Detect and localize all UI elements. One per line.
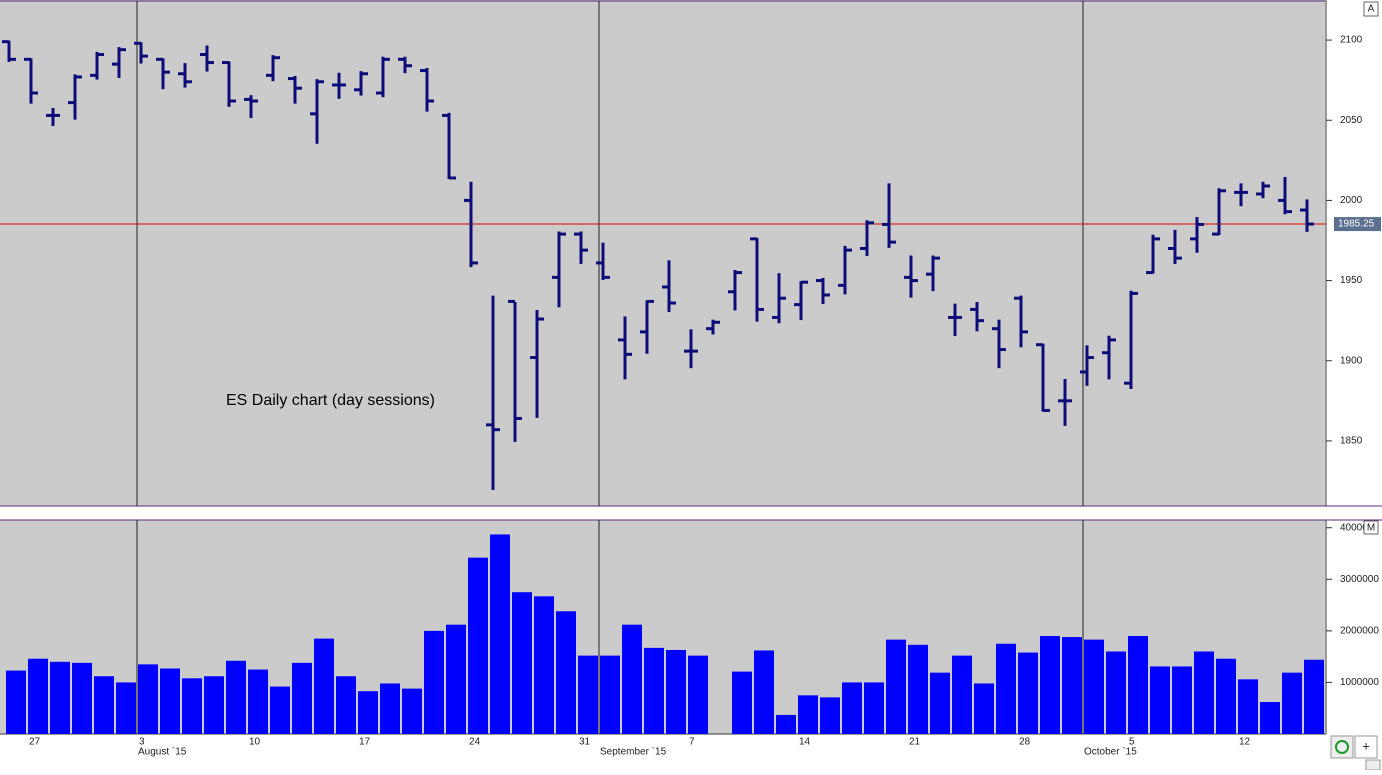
volume-bar [248,669,268,734]
volume-bar [490,534,510,734]
volume-bar [336,676,356,734]
volume-bar [622,624,642,734]
y-tick-label: 2050 [1340,115,1363,126]
refresh-icon [1335,740,1349,754]
volume-bar [820,697,840,734]
volume-bar [28,658,48,734]
volume-bar [666,649,686,734]
volume-bar [688,655,708,734]
volume-bar [1238,679,1258,734]
panel-button-icon: A [1368,4,1375,15]
volume-bar [776,714,796,734]
y-tick-label: 2100 [1340,35,1363,46]
volume-bar [1194,651,1214,734]
volume-bar [468,557,488,734]
volume-bar [1018,652,1038,734]
x-tick-label: 14 [799,737,811,748]
volume-bar [292,662,312,734]
x-tick-label: 27 [29,737,41,748]
x-tick-label: 7 [689,737,695,748]
volume-bar [1282,672,1302,734]
volume-bar [556,611,576,734]
volume-bar [600,655,620,734]
y-tick-label: 3000000 [1340,574,1379,585]
volume-bar [94,676,114,734]
volume-bar [1062,637,1082,734]
volume-bar [204,676,224,734]
x-tick-label: 31 [579,737,591,748]
volume-bar [512,592,532,734]
volume-bar [644,647,664,734]
volume-bar [974,683,994,734]
volume-bar [358,691,378,734]
volume-bar [842,682,862,734]
volume-bar [116,682,136,734]
volume-bar [996,643,1016,734]
volume-bar [754,650,774,734]
volume-bar [314,638,334,734]
scroll-button[interactable] [1365,759,1381,771]
panel-button-icon: M [1367,523,1375,534]
y-tick-label: 2000 [1340,195,1363,206]
volume-bar [1172,666,1192,734]
volume-bar [424,630,444,734]
month-label: September `15 [600,746,667,758]
volume-bar [952,655,972,734]
volume-bar [72,662,92,734]
x-tick-label: 3 [139,737,145,748]
panel-button[interactable] [1363,1,1379,17]
volume-bar [1084,639,1104,734]
last-price-tag [1334,217,1381,232]
volume-bar [182,678,202,734]
volume-bar [732,671,752,734]
volume-bar [160,668,180,734]
x-tick-label: 21 [909,737,921,748]
volume-bar [578,655,598,734]
volume-bar [1304,659,1324,734]
volume-bar [1128,636,1148,734]
volume-bar [1040,636,1060,734]
y-tick-label: 2000000 [1340,626,1379,637]
volume-bar [1106,651,1126,734]
add-button[interactable] [1354,735,1378,759]
volume-bar [930,672,950,734]
refresh-button[interactable] [1330,735,1354,759]
volume-bar [270,686,290,734]
marks: 1850 1900 1950 2000 2050 2100 August `15 Septem… [0,1,1381,758]
month-label: August `15 [138,746,187,758]
volume-bar [402,688,422,734]
volume-bar [1150,666,1170,734]
volume-bar [908,644,928,734]
x-tick-label: 12 [1239,737,1251,748]
x-tick-label: 24 [469,737,481,748]
add-icon: + [1362,738,1370,753]
y-tick-label: 1950 [1340,275,1363,286]
x-tick-label: 17 [359,737,371,748]
volume-bar [798,695,818,734]
volume-bar [534,596,554,734]
panel-button[interactable] [1363,520,1379,535]
last-price-label: 1985.25 [1338,219,1375,230]
volume-bar [6,670,26,734]
y-tick-label: 1850 [1340,436,1363,447]
volume-bar [1216,658,1236,734]
x-tick-label: 10 [249,737,261,748]
y-tick-label: 1900 [1340,355,1363,366]
volume-bar [138,664,158,734]
y-tick-label: 4000000 [1340,522,1379,533]
y-tick-label: 1000000 [1340,677,1379,688]
month-label: October `15 [1084,746,1137,758]
annotation: ES Daily chart (day sessions) [226,392,435,409]
price-panel [0,0,1325,506]
volume-bar [226,660,246,734]
volume-bar [886,639,906,734]
x-tick-label: 5 [1129,737,1135,748]
volume-bar [380,683,400,734]
volume-bar [1260,702,1280,734]
volume-bar [50,661,70,734]
x-tick-label: 28 [1019,737,1031,748]
volume-bar [446,624,466,734]
volume-bar [864,682,884,734]
